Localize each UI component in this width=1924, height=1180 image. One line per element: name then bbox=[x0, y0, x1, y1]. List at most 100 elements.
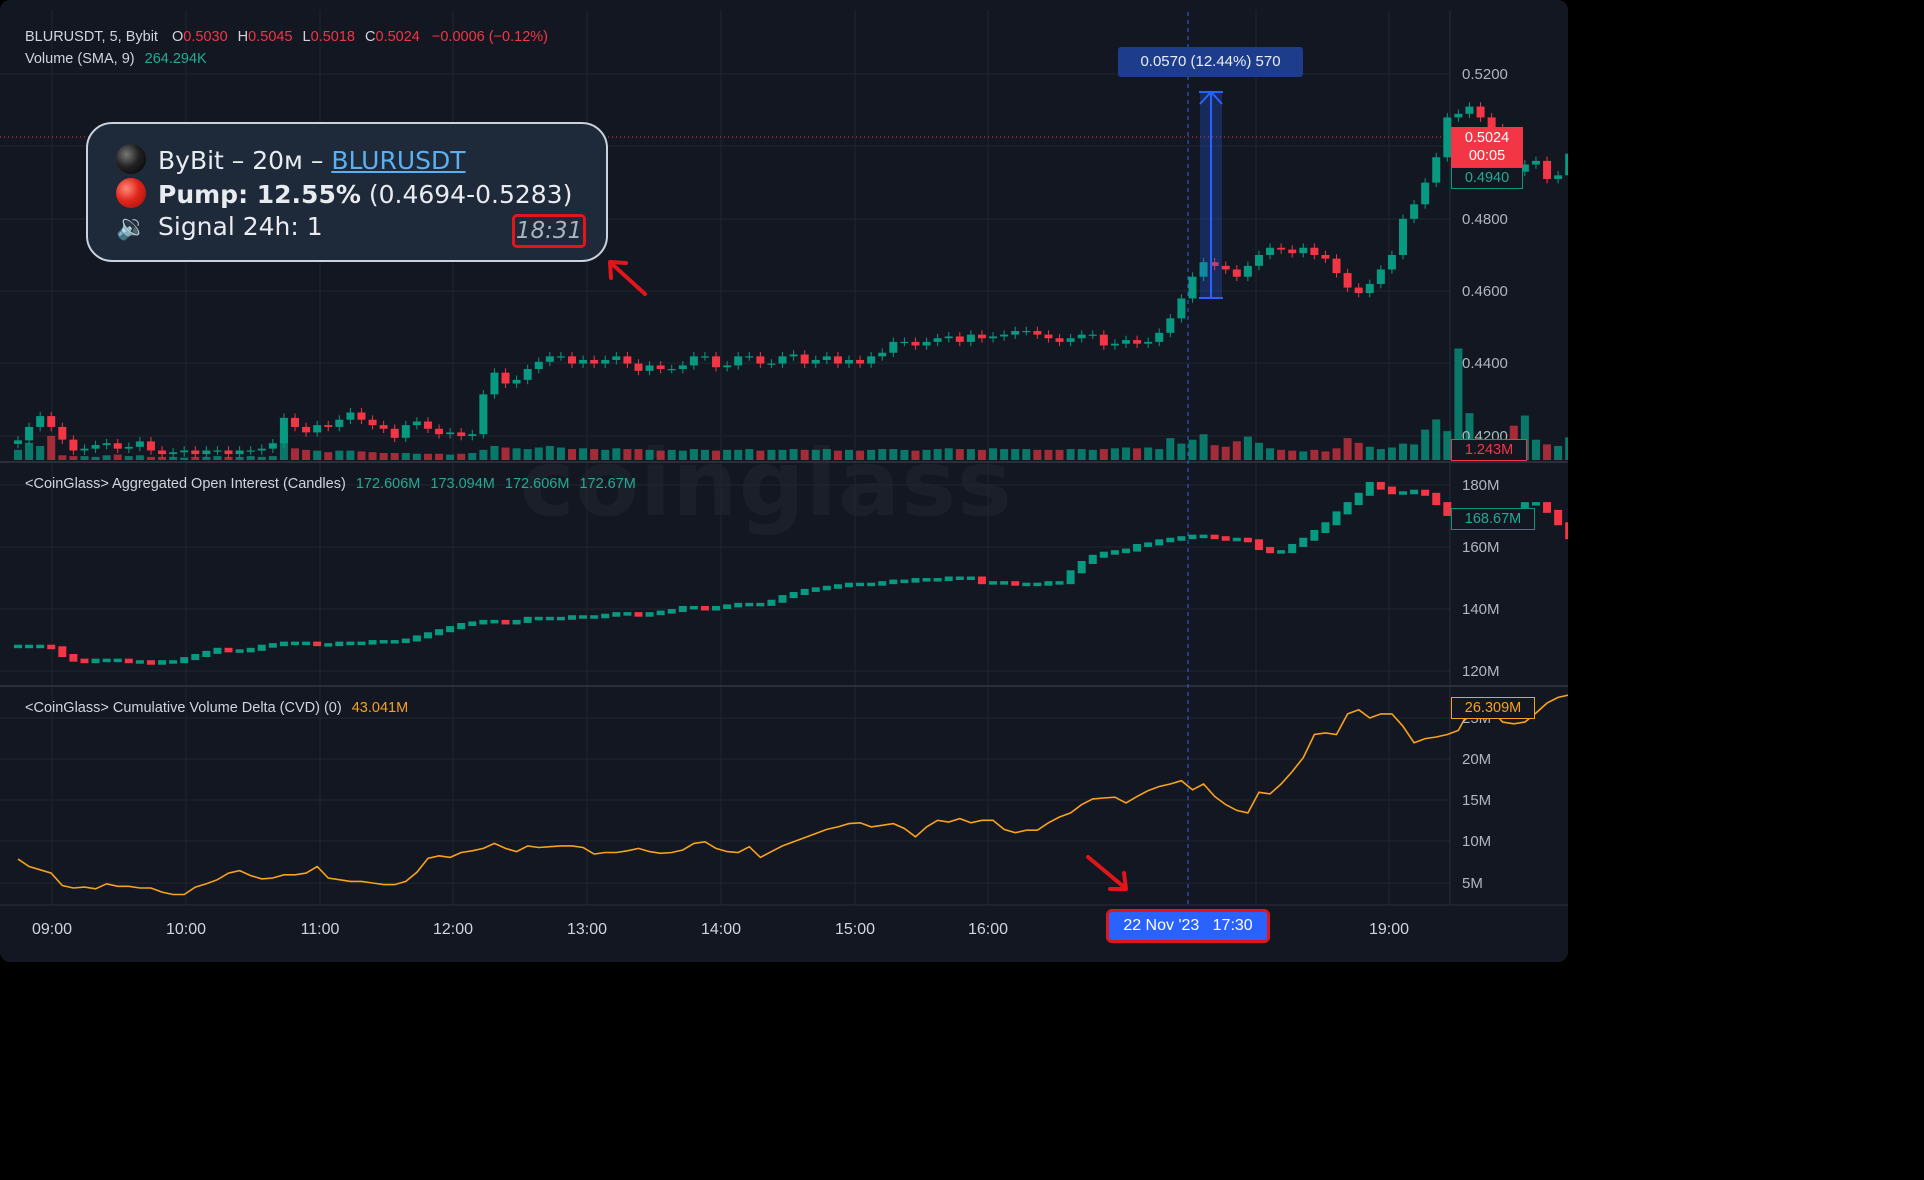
price-candle bbox=[1044, 334, 1053, 339]
oi-candle bbox=[634, 612, 643, 617]
volume-bar bbox=[601, 449, 610, 460]
oi-candle bbox=[1310, 530, 1319, 541]
time-axis-tick: 15:00 bbox=[835, 921, 875, 938]
alert-signal-count: Signal 24h: 1 bbox=[158, 212, 323, 241]
volume-bar bbox=[1465, 413, 1474, 460]
volume-bar bbox=[822, 449, 831, 460]
volume-bar bbox=[723, 449, 732, 460]
oi-candle bbox=[1077, 561, 1086, 574]
price-candle bbox=[113, 443, 122, 449]
oi-candle bbox=[678, 605, 687, 613]
legend-text: BLURUSDT, 5, Bybit O0.5030 H0.5045 L0.50… bbox=[25, 29, 636, 716]
symbol-label[interactable]: BLURUSDT, 5, Bybit O0.5030 H0.5045 L0.50… bbox=[25, 29, 548, 45]
oi-candle bbox=[58, 646, 67, 657]
price-candle bbox=[955, 336, 964, 342]
alert-line-1: ByBit – 20м – BLURUSDT bbox=[116, 144, 466, 175]
oi-candle bbox=[1133, 543, 1142, 552]
oi-candle bbox=[435, 629, 444, 636]
price-candle bbox=[1321, 255, 1330, 259]
price-candle bbox=[745, 356, 754, 358]
oi-candle bbox=[302, 641, 311, 646]
price-candle bbox=[1310, 247, 1319, 255]
volume-bar bbox=[113, 454, 122, 460]
price-candle bbox=[645, 365, 654, 371]
volume-bar bbox=[1011, 449, 1020, 460]
chart-root: coinglass 0.5200 0.4800 0.4600 0.4400 0.4200… bbox=[0, 0, 1568, 962]
volume-legend[interactable]: Volume (SMA, 9) 264.294K bbox=[25, 51, 207, 67]
volume-bar bbox=[1099, 449, 1108, 460]
volume-bar bbox=[1000, 449, 1009, 460]
volume-bar bbox=[1321, 451, 1330, 460]
coinglass-watermark: coinglass bbox=[520, 430, 1013, 537]
volume-bar bbox=[335, 450, 344, 460]
volume-bar bbox=[545, 445, 554, 460]
oi-candle bbox=[501, 619, 510, 625]
oi-candle bbox=[135, 660, 144, 664]
price-candle bbox=[25, 426, 34, 441]
volume-bar bbox=[1376, 449, 1385, 460]
volume-bar bbox=[734, 449, 743, 460]
price-candle bbox=[490, 372, 499, 395]
volume-bar bbox=[69, 456, 78, 460]
oi-candle bbox=[169, 660, 178, 664]
price-axis-tick: 0.4600 bbox=[1462, 283, 1508, 300]
oi-candle bbox=[1543, 502, 1552, 513]
price-candle bbox=[47, 416, 56, 427]
oi-candle bbox=[313, 641, 322, 647]
measure-tooltip: 0.0570 (12.44%) 570 bbox=[1118, 47, 1303, 77]
measure-tool bbox=[1199, 90, 1223, 299]
price-candle bbox=[1033, 331, 1042, 335]
oi-candle bbox=[457, 623, 466, 630]
price-tag-green: 0.4940 bbox=[1451, 167, 1523, 189]
oi-legend[interactable]: <CoinGlass> Aggregated Open Interest (Ca… bbox=[25, 476, 636, 492]
price-candle bbox=[1531, 160, 1540, 165]
oi-candle bbox=[191, 654, 200, 661]
measure-arrow-icon bbox=[1199, 90, 1223, 105]
volume-bar bbox=[479, 449, 488, 460]
price-candle bbox=[1554, 175, 1563, 179]
price-candle bbox=[1465, 106, 1474, 114]
volume-bar bbox=[667, 449, 676, 460]
volume-bar bbox=[878, 449, 887, 460]
volume-bar bbox=[135, 455, 144, 460]
price-candle bbox=[1299, 247, 1308, 254]
oi-candle bbox=[1332, 511, 1341, 526]
volume-bar bbox=[213, 456, 222, 460]
oi-candle bbox=[357, 641, 366, 646]
oi-value-4: 172.67M bbox=[579, 476, 635, 492]
oi-candle bbox=[656, 610, 665, 616]
oi-candle bbox=[113, 658, 122, 663]
volume-bar bbox=[102, 455, 111, 460]
volume-bar bbox=[401, 452, 410, 460]
oi-tag: 168.67M bbox=[1451, 508, 1535, 530]
price-candle bbox=[1199, 262, 1208, 277]
oi-candle bbox=[1365, 481, 1374, 496]
time-axis-tick: 19:00 bbox=[1369, 921, 1409, 938]
oi-candle bbox=[324, 643, 333, 647]
volume-bar bbox=[1044, 449, 1053, 460]
black-circle-icon bbox=[116, 144, 146, 174]
alert-symbol-link[interactable]: BLURUSDT bbox=[331, 146, 466, 175]
oi-candle bbox=[1221, 536, 1230, 541]
volume-bar bbox=[523, 449, 532, 460]
price-candle bbox=[80, 448, 89, 451]
oi-candle bbox=[889, 579, 898, 585]
price-candle bbox=[1000, 334, 1009, 337]
oi-candle bbox=[955, 576, 964, 580]
oi-candle bbox=[1144, 542, 1153, 547]
oi-candle bbox=[423, 632, 432, 639]
oi-candle bbox=[25, 644, 34, 649]
price-candle bbox=[235, 450, 244, 455]
oi-candle bbox=[1288, 543, 1297, 554]
price-candle bbox=[678, 365, 687, 370]
oi-candle bbox=[1066, 570, 1075, 585]
cvd-legend[interactable]: <CoinGlass> Cumulative Volume Delta (CVD… bbox=[25, 700, 408, 716]
oi-candle bbox=[235, 649, 244, 653]
price-candle bbox=[158, 450, 167, 455]
price-candle bbox=[368, 419, 377, 426]
volume-bar bbox=[1520, 415, 1529, 460]
oi-candle bbox=[922, 578, 931, 582]
time-cursor-label: 22 Nov '23 17:30 bbox=[1106, 909, 1270, 943]
volume-bar bbox=[1277, 449, 1286, 460]
cvd-axis-tick: 20M bbox=[1462, 751, 1491, 768]
